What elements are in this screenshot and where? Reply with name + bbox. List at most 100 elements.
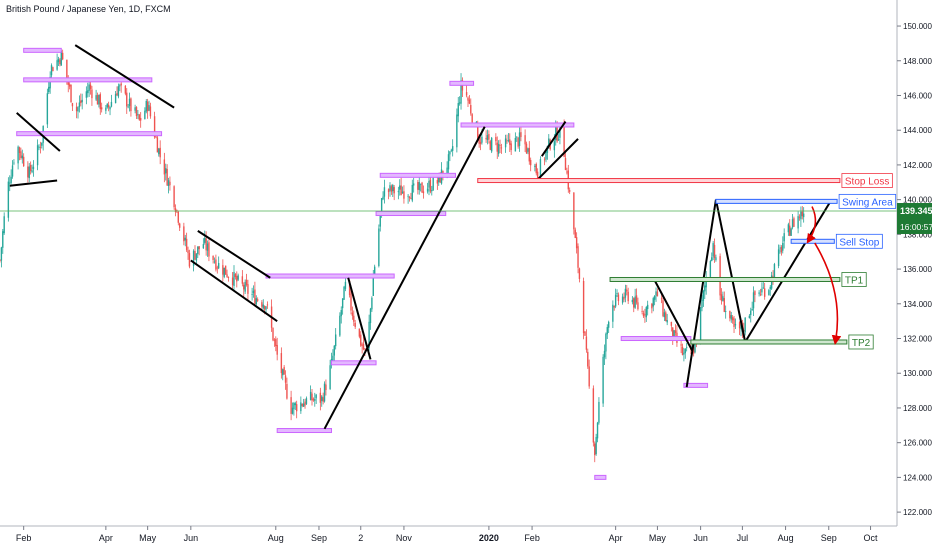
candle-body (495, 137, 497, 142)
candle-body (488, 133, 490, 140)
candle-body (39, 147, 42, 148)
zone-purple (265, 273, 395, 279)
countdown-tag (897, 219, 932, 235)
candle-body (80, 100, 82, 104)
candle-body (305, 398, 308, 404)
candle-body (358, 328, 361, 337)
candle-body (436, 180, 439, 184)
candle-body (282, 369, 284, 376)
candle-body (724, 311, 727, 312)
candle-body (408, 197, 411, 198)
candle-body (91, 89, 93, 99)
candle-body (78, 102, 81, 108)
y-tick-label: 140.000 (903, 196, 932, 205)
candle-body (2, 231, 4, 248)
candle-body (38, 146, 40, 148)
candle-body (451, 146, 454, 151)
candle-body (266, 304, 269, 306)
candle-body (631, 299, 634, 303)
candle-body (362, 343, 365, 350)
tp1-level-label-box (841, 272, 867, 287)
candle-body (514, 137, 517, 152)
x-tick-label: May (649, 533, 667, 543)
candle-body (422, 191, 425, 194)
candle-body (343, 286, 345, 300)
candle-body (323, 383, 326, 402)
trendline (9, 179, 58, 187)
candle-body (165, 168, 167, 174)
candle-body (674, 330, 677, 334)
candle-body (321, 396, 323, 401)
candle-body (116, 93, 118, 96)
stop-loss-level-label: Stop Loss (845, 177, 889, 188)
candle-body (673, 330, 675, 340)
candle-body (128, 98, 131, 106)
candle-body (353, 315, 355, 322)
candles-layer (0, 49, 805, 463)
candle-body (787, 224, 790, 233)
candle-body (114, 94, 117, 104)
candle-body (723, 298, 725, 312)
candle-body (284, 375, 287, 383)
candle-body (633, 298, 635, 308)
candle-body (77, 107, 79, 112)
candle-body (227, 277, 230, 278)
candle-body (614, 294, 617, 307)
candle-body (283, 367, 285, 375)
x-tick-label: Jun (184, 533, 199, 543)
x-tick-label: Aug (268, 533, 284, 543)
candle-body (715, 257, 717, 261)
candle-body (680, 344, 682, 346)
candle-body (564, 158, 567, 171)
candle-body (390, 186, 393, 192)
candle-body (456, 114, 458, 148)
candle-body (685, 347, 688, 349)
x-tick-label: Apr (99, 533, 113, 543)
candle-body (105, 107, 107, 111)
candle-body (644, 314, 646, 316)
candle-body (670, 321, 673, 326)
candle-body (563, 125, 565, 157)
x-tick-label: Oct (864, 533, 879, 543)
candle-body (468, 99, 471, 104)
candle-body (421, 182, 423, 193)
candle-body (777, 249, 780, 266)
candle-body (120, 83, 122, 86)
x-tick-label: 2020 (479, 533, 499, 543)
candle-body (666, 320, 668, 323)
candle-body (592, 388, 595, 443)
swing-area-level-label-box (838, 193, 897, 209)
candle-body (543, 159, 546, 161)
candle-body (177, 211, 179, 223)
candle-body (665, 312, 667, 322)
candle-body (295, 404, 298, 412)
y-tick-label: 150.000 (903, 22, 932, 31)
candle-body (712, 243, 714, 257)
time-axis-background (0, 526, 932, 550)
candle-body (309, 391, 312, 400)
zones-layer (16, 47, 709, 480)
y-tick-label: 132.000 (903, 335, 932, 344)
candle-body (378, 228, 380, 266)
candle-body (646, 304, 649, 310)
candle-body (100, 107, 103, 110)
candle-body (13, 162, 15, 164)
candle-body (204, 237, 206, 243)
candle-body (642, 313, 645, 317)
candle-body (192, 250, 195, 266)
tp2-level-label-box (848, 334, 874, 350)
current-price-label: 139.345 (900, 206, 932, 216)
candle-body (156, 137, 159, 153)
candle-body (801, 211, 803, 217)
candle-body (174, 208, 177, 213)
candle-body (61, 52, 64, 60)
candle-body (485, 137, 487, 140)
candle-body (595, 437, 597, 455)
trendline (190, 259, 278, 322)
candle-body (163, 159, 166, 175)
candle-body (507, 139, 510, 141)
candle-body (276, 344, 278, 355)
